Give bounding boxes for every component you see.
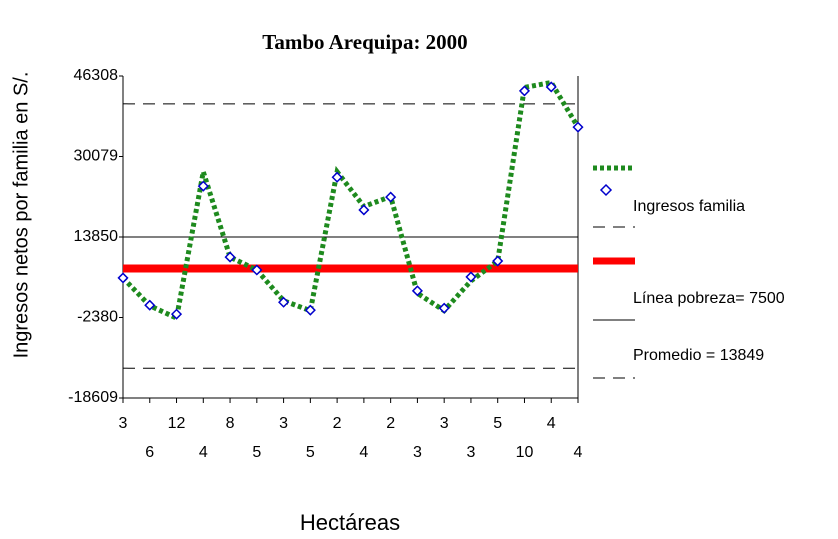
series-line xyxy=(121,79,581,322)
x-tick-label: 8 xyxy=(226,415,235,432)
y-tick-label: -2380 xyxy=(77,309,118,326)
x-tick-label: 5 xyxy=(252,444,261,461)
x-tick-label: 3 xyxy=(279,415,288,432)
data-point xyxy=(144,299,156,311)
x-tick-label: 6 xyxy=(145,444,154,461)
legend-label: Promedio = 13849 xyxy=(633,347,764,364)
x-tick-label: 4 xyxy=(574,444,583,461)
data-point xyxy=(170,308,183,320)
data-point xyxy=(251,264,263,276)
y-axis-label: Ingresos netos por familia en S/. xyxy=(10,72,32,359)
y-tick-label: -18609 xyxy=(68,389,118,406)
data-point xyxy=(411,285,423,297)
x-axis-label: Hectáreas xyxy=(300,510,400,535)
data-point xyxy=(331,171,343,183)
data-point xyxy=(197,180,209,192)
legend-label: Línea pobreza= 7500 xyxy=(633,290,785,307)
x-tick-label: 4 xyxy=(359,444,368,461)
legend-symbol xyxy=(599,183,613,197)
x-tick-label: 5 xyxy=(493,415,502,432)
data-point xyxy=(224,251,236,263)
data-point xyxy=(358,204,370,216)
data-point xyxy=(465,271,477,283)
x-tick-label: 2 xyxy=(386,415,395,432)
x-tick-label: 3 xyxy=(440,415,449,432)
y-tick-label: 46308 xyxy=(74,67,119,84)
data-point xyxy=(117,272,129,284)
chart-title: Tambo Arequipa: 2000 xyxy=(262,30,467,54)
x-tick-label: 3 xyxy=(466,444,475,461)
x-tick-label: 4 xyxy=(547,415,556,432)
x-tick-label: 3 xyxy=(413,444,422,461)
x-tick-label: 2 xyxy=(333,415,342,432)
y-tick-label: 30079 xyxy=(74,148,119,165)
x-tick-label: 5 xyxy=(306,444,315,461)
data-point xyxy=(304,304,316,316)
data-point xyxy=(278,296,290,308)
x-tick-label: 4 xyxy=(199,444,208,461)
data-point xyxy=(518,85,531,97)
data-point xyxy=(438,302,450,314)
data-point xyxy=(385,191,397,203)
data-point xyxy=(492,255,504,267)
x-tick-label: 12 xyxy=(168,415,186,432)
x-tick-label: 3 xyxy=(119,415,128,432)
x-tick-label: 10 xyxy=(516,444,534,461)
data-point xyxy=(572,121,584,133)
y-tick-label: 13850 xyxy=(74,228,119,245)
data-point xyxy=(545,81,557,93)
legend-label: Ingresos familia xyxy=(633,198,745,215)
